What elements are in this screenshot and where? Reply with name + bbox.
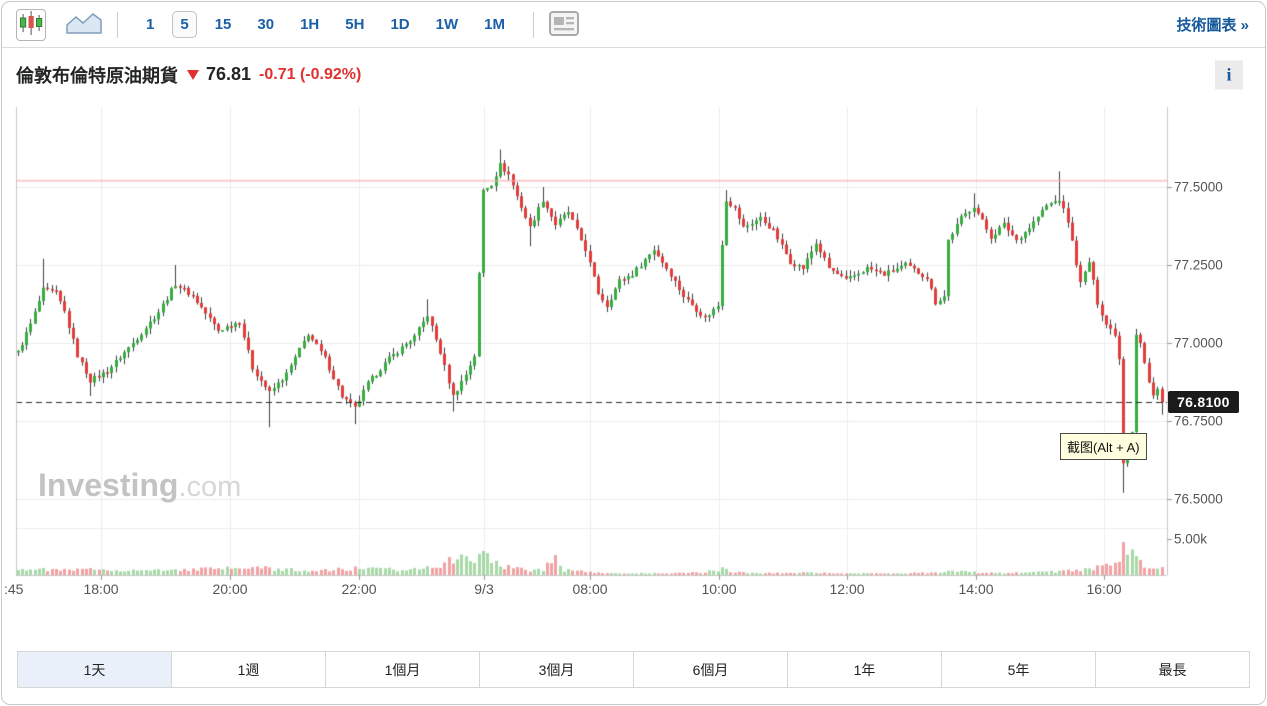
- candlestick-chart-canvas[interactable]: [2, 101, 1265, 606]
- price-change: -0.71 (-0.92%): [259, 65, 362, 83]
- candlestick-chart-button[interactable]: [16, 8, 46, 41]
- period-button-3months[interactable]: 3個月: [480, 652, 634, 687]
- y-axis-label: 76.5000: [1174, 491, 1223, 507]
- interval-button-1h[interactable]: 1H: [292, 11, 327, 38]
- period-button-1year[interactable]: 1年: [788, 652, 942, 687]
- newspaper-icon: [548, 10, 579, 39]
- x-axis-label: 18:00: [83, 581, 119, 597]
- x-axis-label: 20:00: [212, 581, 248, 597]
- y-axis-label: 76.7500: [1174, 413, 1223, 429]
- x-axis-label: 08:00: [572, 581, 608, 597]
- toolbar-divider: [532, 11, 534, 38]
- x-axis-label: 12:00: [829, 581, 865, 597]
- price-down-arrow-icon: [187, 69, 199, 80]
- investing-watermark: Investing.com: [38, 467, 242, 503]
- interval-button-1m[interactable]: 1M: [476, 11, 513, 38]
- candlestick-icon: [19, 10, 43, 39]
- toolbar: 1 5 15 30 1H 5H 1D 1W 1M 技術圖表 »: [2, 2, 1265, 48]
- news-view-button[interactable]: [548, 10, 579, 39]
- area-chart-icon: [66, 12, 102, 38]
- volume-axis-label: 5.00k: [1174, 531, 1208, 547]
- x-axis-label: 14:00: [958, 581, 994, 597]
- period-selector: 1天 1週 1個月 3個月 6個月 1年 5年 最長: [17, 651, 1250, 688]
- interval-button-5h[interactable]: 5H: [337, 11, 372, 38]
- instrument-title: 倫敦布倫特原油期貨: [16, 65, 178, 86]
- interval-button-1d[interactable]: 1D: [382, 11, 417, 38]
- technical-chart-link[interactable]: 技術圖表 »: [1176, 17, 1249, 34]
- screenshot-tooltip: 截图(Alt + A): [1060, 433, 1147, 460]
- x-axis-label: 16:00: [1086, 581, 1122, 597]
- interval-button-30[interactable]: 30: [249, 11, 282, 38]
- interval-button-1[interactable]: 1: [138, 11, 162, 38]
- area-chart-button[interactable]: [66, 11, 102, 38]
- period-button-1week[interactable]: 1週: [172, 652, 326, 687]
- period-button-max[interactable]: 最長: [1096, 652, 1249, 687]
- y-axis-label: 77.0000: [1174, 335, 1223, 351]
- period-button-1month[interactable]: 1個月: [326, 652, 480, 687]
- y-axis-label: 77.2500: [1174, 257, 1223, 273]
- interval-button-15[interactable]: 15: [207, 11, 240, 38]
- last-price-badge: 76.8100: [1168, 391, 1239, 413]
- period-button-1day[interactable]: 1天: [18, 652, 172, 687]
- x-axis-label: :45: [4, 581, 24, 597]
- toolbar-divider: [117, 11, 118, 38]
- period-button-5years[interactable]: 5年: [942, 652, 1096, 687]
- interval-button-1w[interactable]: 1W: [428, 11, 467, 38]
- info-button[interactable]: i: [1215, 60, 1243, 89]
- period-button-6months[interactable]: 6個月: [634, 652, 788, 687]
- x-axis-label: 22:00: [341, 581, 377, 597]
- y-axis-label: 77.5000: [1174, 179, 1223, 195]
- x-axis-label: 10:00: [701, 581, 737, 597]
- chart-region: Investing.com 77.5000 77.2500 77.0000 76…: [2, 101, 1265, 606]
- x-axis-label: 9/3: [474, 581, 494, 597]
- last-price: 76.81: [206, 64, 252, 84]
- interval-button-5[interactable]: 5: [172, 11, 197, 38]
- price-header: 倫敦布倫特原油期貨 76.81 -0.71 (-0.92%) i: [2, 48, 1265, 101]
